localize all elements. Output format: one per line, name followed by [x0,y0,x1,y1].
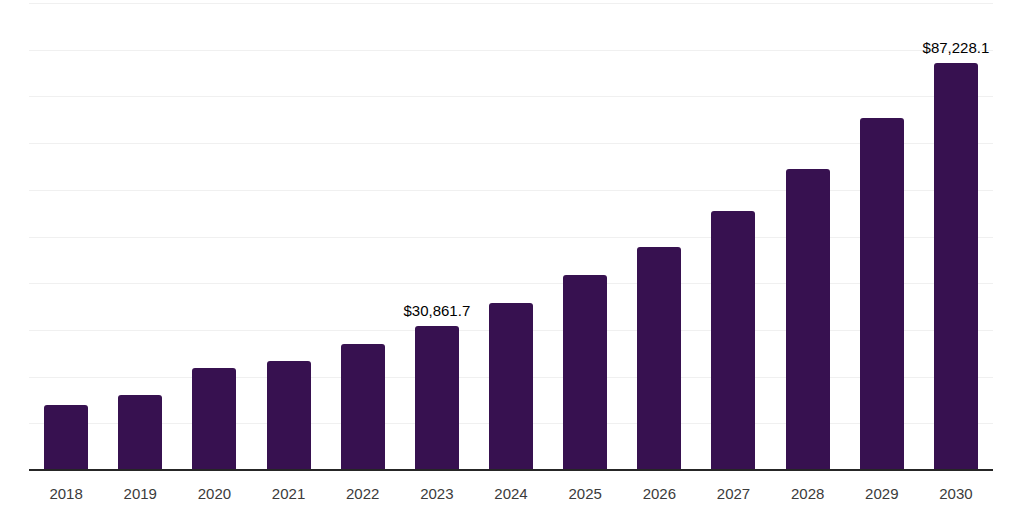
x-tick-label-2019: 2019 [103,486,177,501]
bar-slot: $30,861.72023 [400,3,474,470]
bar-slot: 2028 [771,3,845,470]
x-tick-label-2022: 2022 [326,486,400,501]
bar-slot: $87,228.12030 [919,3,993,470]
bar-slot: 2018 [29,3,103,470]
bar-2026 [637,247,681,470]
bar-2023 [415,326,459,470]
bar-2029 [860,118,904,470]
bar-slot: 2019 [103,3,177,470]
bar-2019 [118,395,162,470]
bar-slot: 2025 [548,3,622,470]
x-tick-label-2026: 2026 [622,486,696,501]
bar-value-label-2030: $87,228.1 [923,40,990,55]
x-tick-label-2029: 2029 [845,486,919,501]
bar-2018 [44,405,88,470]
bar-2020 [192,368,236,470]
x-tick-label-2030: 2030 [919,486,993,501]
x-axis-line [29,469,993,471]
x-tick-label-2020: 2020 [177,486,251,501]
bar-2024 [489,303,533,470]
bar-slot: 2027 [696,3,770,470]
x-tick-label-2018: 2018 [29,486,103,501]
x-tick-label-2024: 2024 [474,486,548,501]
bar-2030 [934,63,978,470]
bar-2022 [341,344,385,470]
bar-2021 [267,361,311,470]
bar-slot: 2020 [177,3,251,470]
bar-2025 [563,275,607,470]
bar-slot: 2029 [845,3,919,470]
bar-slot: 2024 [474,3,548,470]
x-tick-label-2023: 2023 [400,486,474,501]
x-tick-label-2021: 2021 [251,486,325,501]
bar-value-label-2023: $30,861.7 [403,303,470,318]
bar-chart: 20182019202020212022$30,861.720232024202… [0,0,1024,512]
x-tick-label-2025: 2025 [548,486,622,501]
bars-container: 20182019202020212022$30,861.720232024202… [29,3,993,470]
x-tick-label-2027: 2027 [696,486,770,501]
bar-2028 [786,169,830,470]
plot-area: 20182019202020212022$30,861.720232024202… [29,3,993,470]
bar-slot: 2021 [251,3,325,470]
x-tick-label-2028: 2028 [771,486,845,501]
bar-slot: 2022 [326,3,400,470]
bar-slot: 2026 [622,3,696,470]
bar-2027 [711,211,755,470]
